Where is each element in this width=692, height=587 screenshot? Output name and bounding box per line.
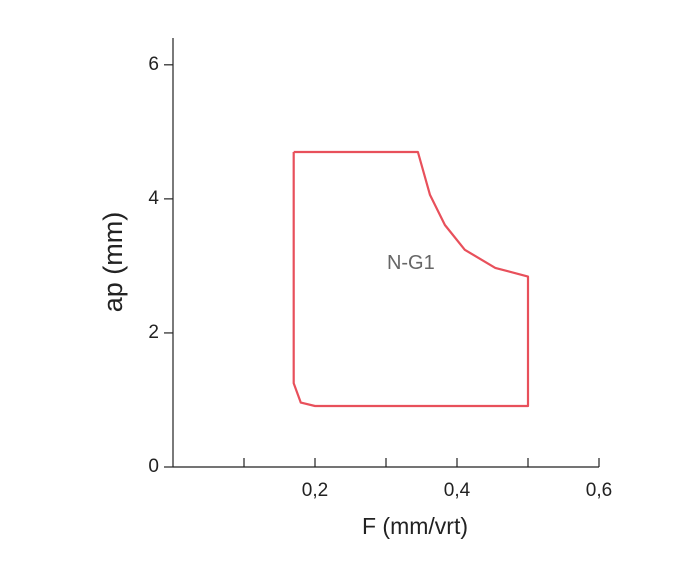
y-tick-label: 4 [148, 188, 159, 209]
x-tick-label: 0,6 [586, 480, 612, 501]
annotation: N-G1 [387, 252, 435, 274]
y-tick-label: 2 [148, 322, 159, 343]
y-tick-label: 0 [148, 456, 159, 477]
x-tick-label: 0,4 [444, 480, 471, 501]
x-tick-label: 0,2 [302, 480, 328, 501]
y-tick-label: 6 [148, 54, 159, 75]
y-axis-label: ap (mm) [98, 212, 128, 313]
x-axis-label: F (mm/vrt) [362, 513, 468, 539]
region-outline [292, 150, 530, 408]
